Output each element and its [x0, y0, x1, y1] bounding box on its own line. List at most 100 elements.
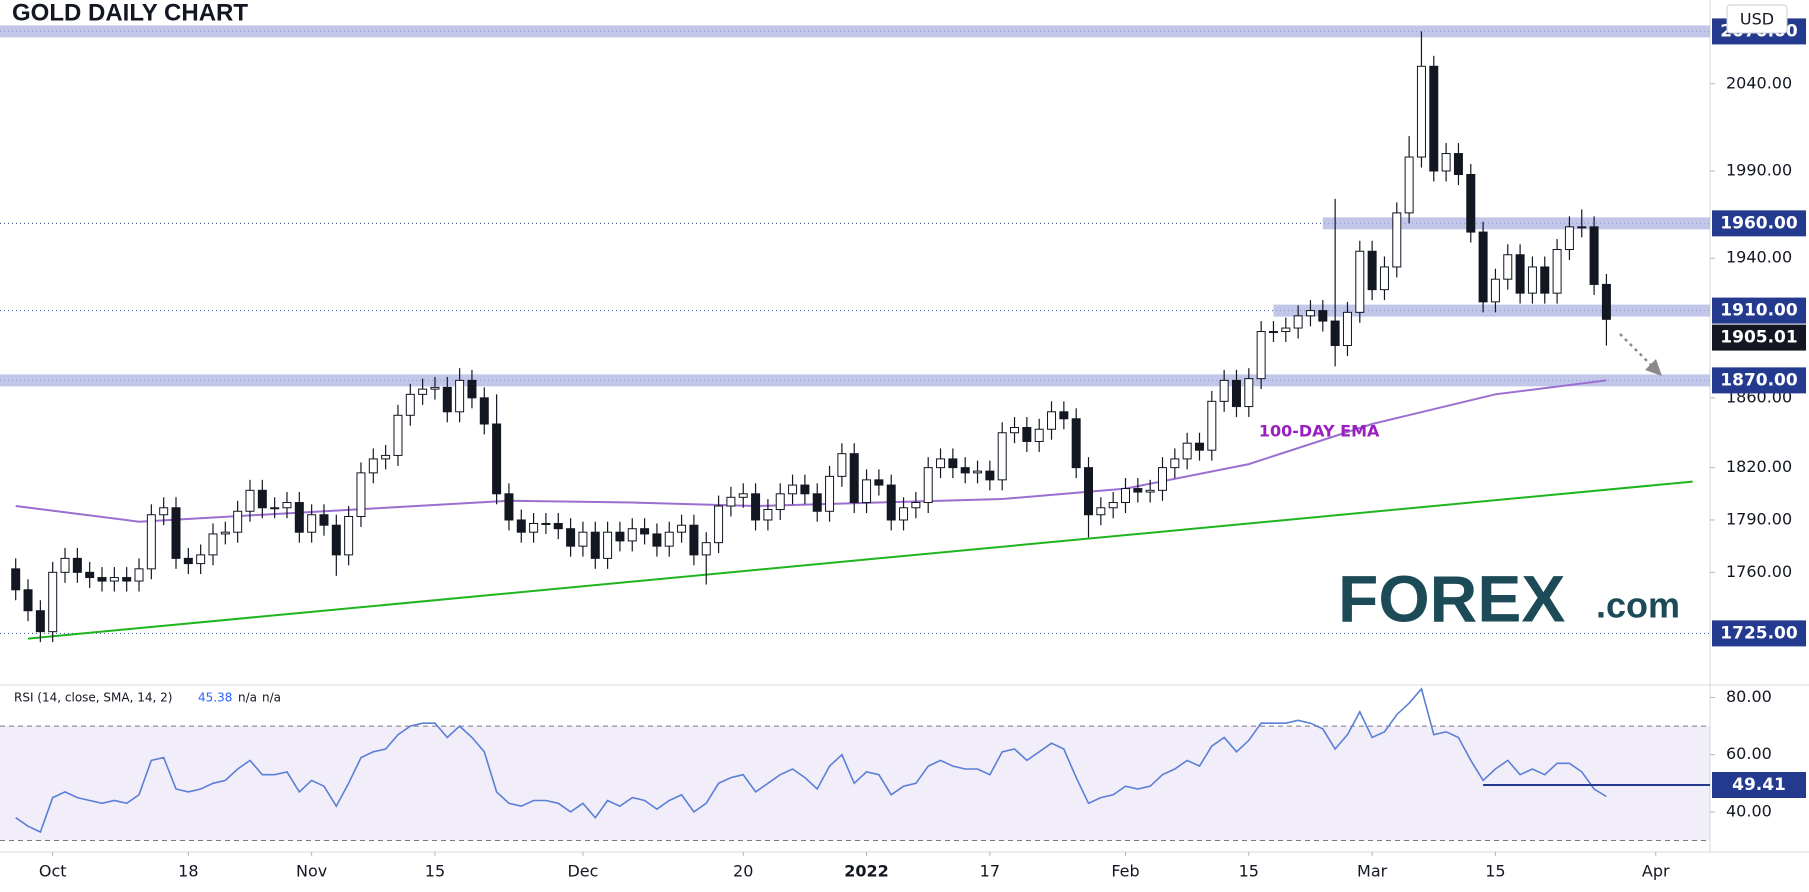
candle-body — [529, 522, 539, 533]
level-band — [1322, 217, 1710, 230]
candle-body — [541, 522, 551, 525]
candle-body — [960, 467, 970, 474]
candle-body — [726, 496, 736, 507]
x-tick-label: Nov — [296, 862, 327, 881]
y-tick-label: 60.00 — [1726, 744, 1772, 763]
candle-body — [405, 393, 415, 416]
candle-body — [689, 524, 699, 556]
candle-body — [48, 571, 58, 633]
candle-body — [936, 458, 946, 469]
candle-body — [899, 507, 909, 521]
candle-body — [603, 531, 613, 559]
rsi-value: 45.38 — [198, 691, 232, 705]
x-tick-label: 20 — [733, 862, 753, 881]
currency[interactable]: USD — [1740, 10, 1774, 29]
level-band — [0, 25, 1710, 38]
candle-body — [1601, 283, 1611, 320]
candle-body — [442, 386, 452, 413]
candle-body — [1034, 428, 1044, 442]
candle-body — [640, 528, 650, 535]
candle-body — [1256, 331, 1266, 380]
arrow-head — [1645, 359, 1662, 376]
candle-body — [1010, 427, 1020, 434]
candle-body — [1466, 173, 1476, 233]
candle-body — [282, 502, 292, 509]
candle-body — [1182, 442, 1192, 460]
candle-body — [159, 507, 169, 516]
level-band — [1273, 304, 1710, 317]
candle-body — [1268, 331, 1278, 334]
x-tick-label: 2022 — [844, 862, 889, 881]
candle-body — [1490, 278, 1500, 303]
candle-body — [134, 568, 144, 582]
candle-body — [714, 505, 724, 544]
candle-body — [1503, 254, 1513, 280]
candle-body — [208, 533, 218, 556]
x-tick-label: 15 — [1239, 862, 1259, 881]
candle-body — [837, 453, 847, 477]
candle-body — [516, 519, 526, 533]
candle-body — [1330, 320, 1340, 346]
candle-body — [751, 493, 761, 521]
candle-body — [1133, 488, 1143, 493]
x-tick-label: Feb — [1111, 862, 1139, 881]
level-label: 1960.00 — [1720, 213, 1798, 233]
candle-body — [381, 454, 391, 460]
candle-body — [294, 502, 304, 533]
candle-body — [270, 507, 280, 510]
candle-body — [344, 515, 354, 556]
x-tick-label: Dec — [567, 862, 598, 881]
candle-body — [257, 489, 267, 509]
candle-body — [1084, 467, 1094, 516]
candle-body — [590, 531, 600, 559]
candle-body — [504, 493, 514, 521]
level-label-box — [1712, 367, 1806, 394]
level-band — [0, 374, 1710, 387]
candle-body — [220, 531, 230, 535]
candle-body — [923, 467, 933, 504]
candle-body — [233, 510, 243, 533]
candle-body — [1096, 507, 1106, 516]
currency-box[interactable] — [1726, 4, 1788, 34]
candle-body — [1367, 250, 1377, 291]
y-tick-label: 1760.00 — [1726, 562, 1792, 581]
rsi-line — [15, 687, 1607, 834]
y-tick-label: 1790.00 — [1726, 509, 1792, 528]
candle-body — [35, 610, 45, 633]
candle-body — [60, 557, 70, 573]
candle-body — [738, 493, 748, 498]
candle-body — [664, 531, 674, 547]
candle-body — [97, 577, 107, 582]
level-label: 1870.00 — [1720, 370, 1798, 390]
candle-body — [109, 577, 119, 582]
candle-body — [183, 557, 193, 565]
candle-body — [319, 514, 329, 526]
candle-body — [72, 557, 82, 573]
candle-body — [85, 571, 95, 579]
candle-body — [1379, 266, 1389, 291]
candle-body — [1207, 400, 1217, 451]
candle-body — [1429, 65, 1439, 172]
candle-body — [1281, 327, 1291, 333]
candle-body — [307, 514, 317, 533]
candle-body — [11, 568, 21, 591]
candle-body — [1552, 249, 1562, 294]
current-price-label: 1905.01 — [1720, 328, 1797, 348]
x-tick-label: 15 — [425, 862, 445, 881]
candle-body — [800, 484, 810, 495]
level-label: 1725.00 — [1720, 623, 1798, 643]
level-label: 49.41 — [1732, 775, 1786, 795]
candle-body — [1577, 226, 1587, 229]
logo-main: FOREX — [1338, 561, 1565, 635]
candle-body — [1318, 310, 1328, 322]
y-tick-label: 40.00 — [1726, 801, 1772, 820]
candle-body — [196, 554, 206, 565]
logo-suffix: .com — [1596, 585, 1680, 626]
candle-body — [1441, 153, 1451, 172]
candle-body — [862, 479, 872, 504]
candle-body — [627, 528, 637, 542]
candle-body — [997, 432, 1007, 481]
candle-body — [1564, 226, 1574, 251]
candle-body — [455, 379, 465, 413]
y-tick-label: 80.00 — [1726, 687, 1772, 706]
